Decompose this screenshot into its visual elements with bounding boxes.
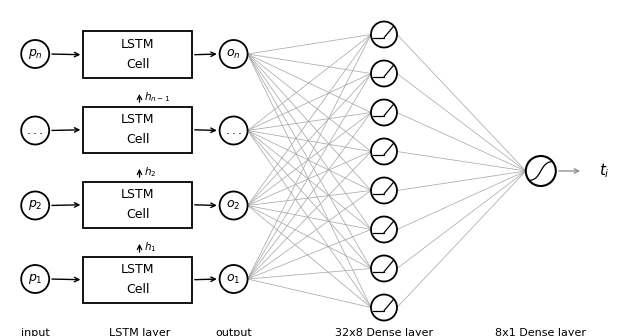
Text: $o_n$: $o_n$ [227,47,241,60]
Text: $p_1$: $p_1$ [28,272,42,286]
Ellipse shape [371,138,397,165]
Text: LSTM: LSTM [121,188,154,201]
Ellipse shape [371,22,397,47]
Bar [83,256,192,303]
Text: $h_1$: $h_1$ [143,240,156,254]
Text: $t_i$: $t_i$ [599,162,611,180]
Bar [83,181,192,228]
Ellipse shape [526,156,556,186]
Text: $o_2$: $o_2$ [227,199,241,212]
Ellipse shape [371,60,397,86]
Text: $o_1$: $o_1$ [227,272,241,286]
Ellipse shape [21,40,49,68]
Ellipse shape [371,177,397,204]
Text: LSTM: LSTM [121,113,154,126]
Text: 8x1 Dense layer
(Sigmoid activation): 8x1 Dense layer (Sigmoid activation) [484,329,597,336]
Ellipse shape [21,265,49,293]
Ellipse shape [220,265,248,293]
Text: Cell: Cell [126,133,149,146]
Text: $h_{n-1}$: $h_{n-1}$ [143,90,170,104]
Text: $p_2$: $p_2$ [28,199,42,212]
Text: 32x8 Dense layer
(ReLU activation): 32x8 Dense layer (ReLU activation) [335,329,433,336]
Bar [83,32,192,78]
Ellipse shape [371,99,397,126]
Text: Cell: Cell [126,208,149,221]
Ellipse shape [220,117,248,144]
Text: LSTM layer: LSTM layer [109,329,170,336]
Ellipse shape [220,40,248,68]
Text: output: output [215,329,252,336]
Text: $p_n$: $p_n$ [28,47,43,61]
Text: $h_2$: $h_2$ [143,165,156,179]
Ellipse shape [371,255,397,282]
Text: Cell: Cell [126,58,149,71]
Bar [83,107,192,153]
Text: Cell: Cell [126,283,149,296]
Ellipse shape [371,294,397,321]
Ellipse shape [371,216,397,243]
Text: $...$: $...$ [225,124,243,137]
Text: LSTM: LSTM [121,38,154,51]
Text: $...$: $...$ [26,124,44,137]
Text: LSTM: LSTM [121,263,154,276]
Text: input: input [21,329,49,336]
Ellipse shape [21,117,49,144]
Ellipse shape [220,192,248,219]
Ellipse shape [21,192,49,219]
